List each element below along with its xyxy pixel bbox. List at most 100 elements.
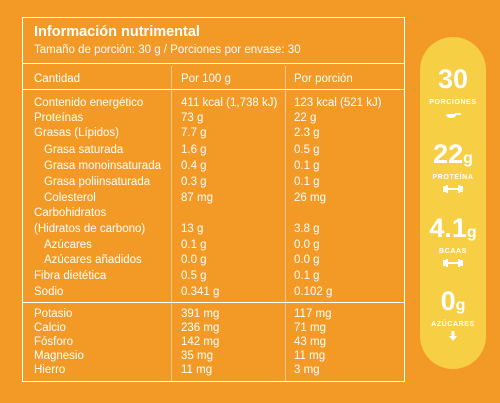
row-portion: 0.5 g <box>294 144 320 156</box>
row-portion: 11 mg <box>294 350 326 362</box>
row-label: Colesterol <box>44 192 96 204</box>
row-portion: 117 mg <box>294 308 332 320</box>
row-label: Grasas (Lípidos) <box>34 127 120 139</box>
row-portion: 43 mg <box>294 336 326 348</box>
row-per100: 87 mg <box>181 192 213 204</box>
highlight-label: PROTEÍNA <box>432 174 474 181</box>
highlight-portions: 30 PORCIONES <box>420 65 486 119</box>
row-portion: 123 kcal (521 kJ) <box>294 97 382 109</box>
highlight-protein: 22g PROTEÍNA <box>420 140 486 194</box>
column-divider <box>285 66 286 381</box>
highlight-value: 0 <box>440 286 456 316</box>
row-per100: 1.6 g <box>181 144 207 156</box>
dumbbell-icon <box>443 259 463 267</box>
table-row-label-top: Carbohidratos <box>23 207 404 222</box>
divider <box>23 89 404 90</box>
row-label: Fibra dietética <box>34 270 107 282</box>
highlight-unit: g <box>463 150 473 167</box>
table-row: Fósforo 142 mg 43 mg <box>23 336 404 351</box>
table-row: Azúcares añadidos 0.0 g 0.0 g <box>23 254 404 269</box>
row-portion: 71 mg <box>294 322 326 334</box>
divider <box>23 302 404 303</box>
table-row: Hierro 11 mg 3 mg <box>23 364 404 379</box>
panel-title: Información nutrimental <box>34 24 200 40</box>
row-label: Sodio <box>34 286 64 298</box>
highlight-unit: g <box>455 297 466 314</box>
scoop-icon <box>446 113 461 118</box>
divider <box>23 63 404 64</box>
header-per100: Por 100 g <box>181 73 231 85</box>
table-row: Calcio 236 mg 71 mg <box>23 322 404 337</box>
highlight-label: PORCIONES <box>429 99 477 106</box>
row-per100: 11 mg <box>181 364 213 376</box>
highlights-pill: 30 PORCIONES 22g PROTEÍNA 4.1g BCAAS 0g … <box>420 37 486 369</box>
table-row: Colesterol 87 mg 26 mg <box>23 192 404 207</box>
header-portion: Por porción <box>294 73 353 85</box>
row-per100: 73 g <box>181 112 204 124</box>
serving-info: Tamaño de porción: 30 g / Porciones por … <box>34 44 301 56</box>
highlight-label: BCAAS <box>439 248 467 255</box>
row-label-secondary: (Hidratos de carbono) <box>34 223 146 235</box>
row-per100: 0.1 g <box>181 239 207 251</box>
row-portion: 2.3 g <box>294 127 320 139</box>
row-label: Fósforo <box>34 336 73 348</box>
row-label: Proteínas <box>34 112 84 124</box>
table-row: Azúcares 0.1 g 0.0 g <box>23 239 404 254</box>
table-row: Fibra dietética 0.5 g 0.1 g <box>23 270 404 285</box>
row-per100: 7.7 g <box>181 127 207 139</box>
row-per100: 0.4 g <box>181 160 207 172</box>
row-per100: 142 mg <box>181 336 220 348</box>
table-row: Potasio 391 mg 117 mg <box>23 308 404 323</box>
table-row: Grasa saturada 1.6 g 0.5 g <box>23 144 404 159</box>
nutrition-panel: Información nutrimental Tamaño de porció… <box>22 17 405 382</box>
highlight-unit: g <box>466 224 477 241</box>
row-per100: 0.0 g <box>181 254 207 266</box>
table-row: Contenido energético 411 kcal (1,738 kJ)… <box>23 97 404 112</box>
dumbbell-icon <box>443 185 463 193</box>
row-portion: 0.102 g <box>294 286 333 298</box>
row-label: Contenido energético <box>34 97 144 109</box>
row-per100: 391 mg <box>181 308 220 320</box>
row-per100: 0.3 g <box>181 176 207 188</box>
row-portion: 22 g <box>294 112 317 124</box>
row-portion: 3 mg <box>294 364 320 376</box>
row-label: Grasa saturada <box>44 144 124 156</box>
row-per100: 0.5 g <box>181 270 207 282</box>
row-per100: 0.341 g <box>181 286 220 298</box>
row-label: Calcio <box>34 322 66 334</box>
row-portion: 26 mg <box>294 192 326 204</box>
row-portion: 0.0 g <box>294 254 320 266</box>
arrow-down-icon <box>449 331 457 341</box>
row-portion: 0.1 g <box>294 160 320 172</box>
row-per100: 13 g <box>181 223 204 235</box>
row-portion: 0.0 g <box>294 239 320 251</box>
highlight-label: AZÚCARES <box>431 321 475 328</box>
highlight-value: 22 <box>433 139 464 169</box>
row-portion: 0.1 g <box>294 176 320 188</box>
row-label: Hierro <box>34 364 66 376</box>
table-row: (Hidratos de carbono) 13 g 3.8 g <box>23 223 404 238</box>
row-per100: 35 mg <box>181 350 213 362</box>
table-row: Grasa poliinsaturada 0.3 g 0.1 g <box>23 176 404 191</box>
table-row: Magnesio 35 mg 11 mg <box>23 350 404 365</box>
highlight-bcaas: 4.1g BCAAS <box>420 214 486 268</box>
row-portion: 0.1 g <box>294 270 320 282</box>
row-label: Azúcares añadidos <box>44 254 142 266</box>
row-label: Potasio <box>34 308 73 320</box>
row-label: Magnesio <box>34 350 84 362</box>
row-per100: 236 mg <box>181 322 220 334</box>
row-label: Carbohidratos <box>34 207 107 219</box>
highlight-value: 30 <box>437 64 469 94</box>
table-row: Grasas (Lípidos) 7.7 g 2.3 g <box>23 127 404 142</box>
table-row: Grasa monoinsaturada 0.4 g 0.1 g <box>23 160 404 175</box>
row-label: Grasa poliinsaturada <box>44 176 151 188</box>
row-per100: 411 kcal (1,738 kJ) <box>181 97 278 109</box>
row-label: Azúcares <box>44 239 92 251</box>
table-row: Proteínas 73 g 22 g <box>23 112 404 127</box>
header-cantidad: Cantidad <box>34 73 81 85</box>
table-row: Sodio 0.341 g 0.102 g <box>23 286 404 301</box>
row-label: Grasa monoinsaturada <box>44 160 161 172</box>
highlight-value: 4.1 <box>429 213 467 243</box>
column-divider <box>171 66 172 381</box>
highlight-sugars: 0g AZÚCARES <box>420 287 486 341</box>
